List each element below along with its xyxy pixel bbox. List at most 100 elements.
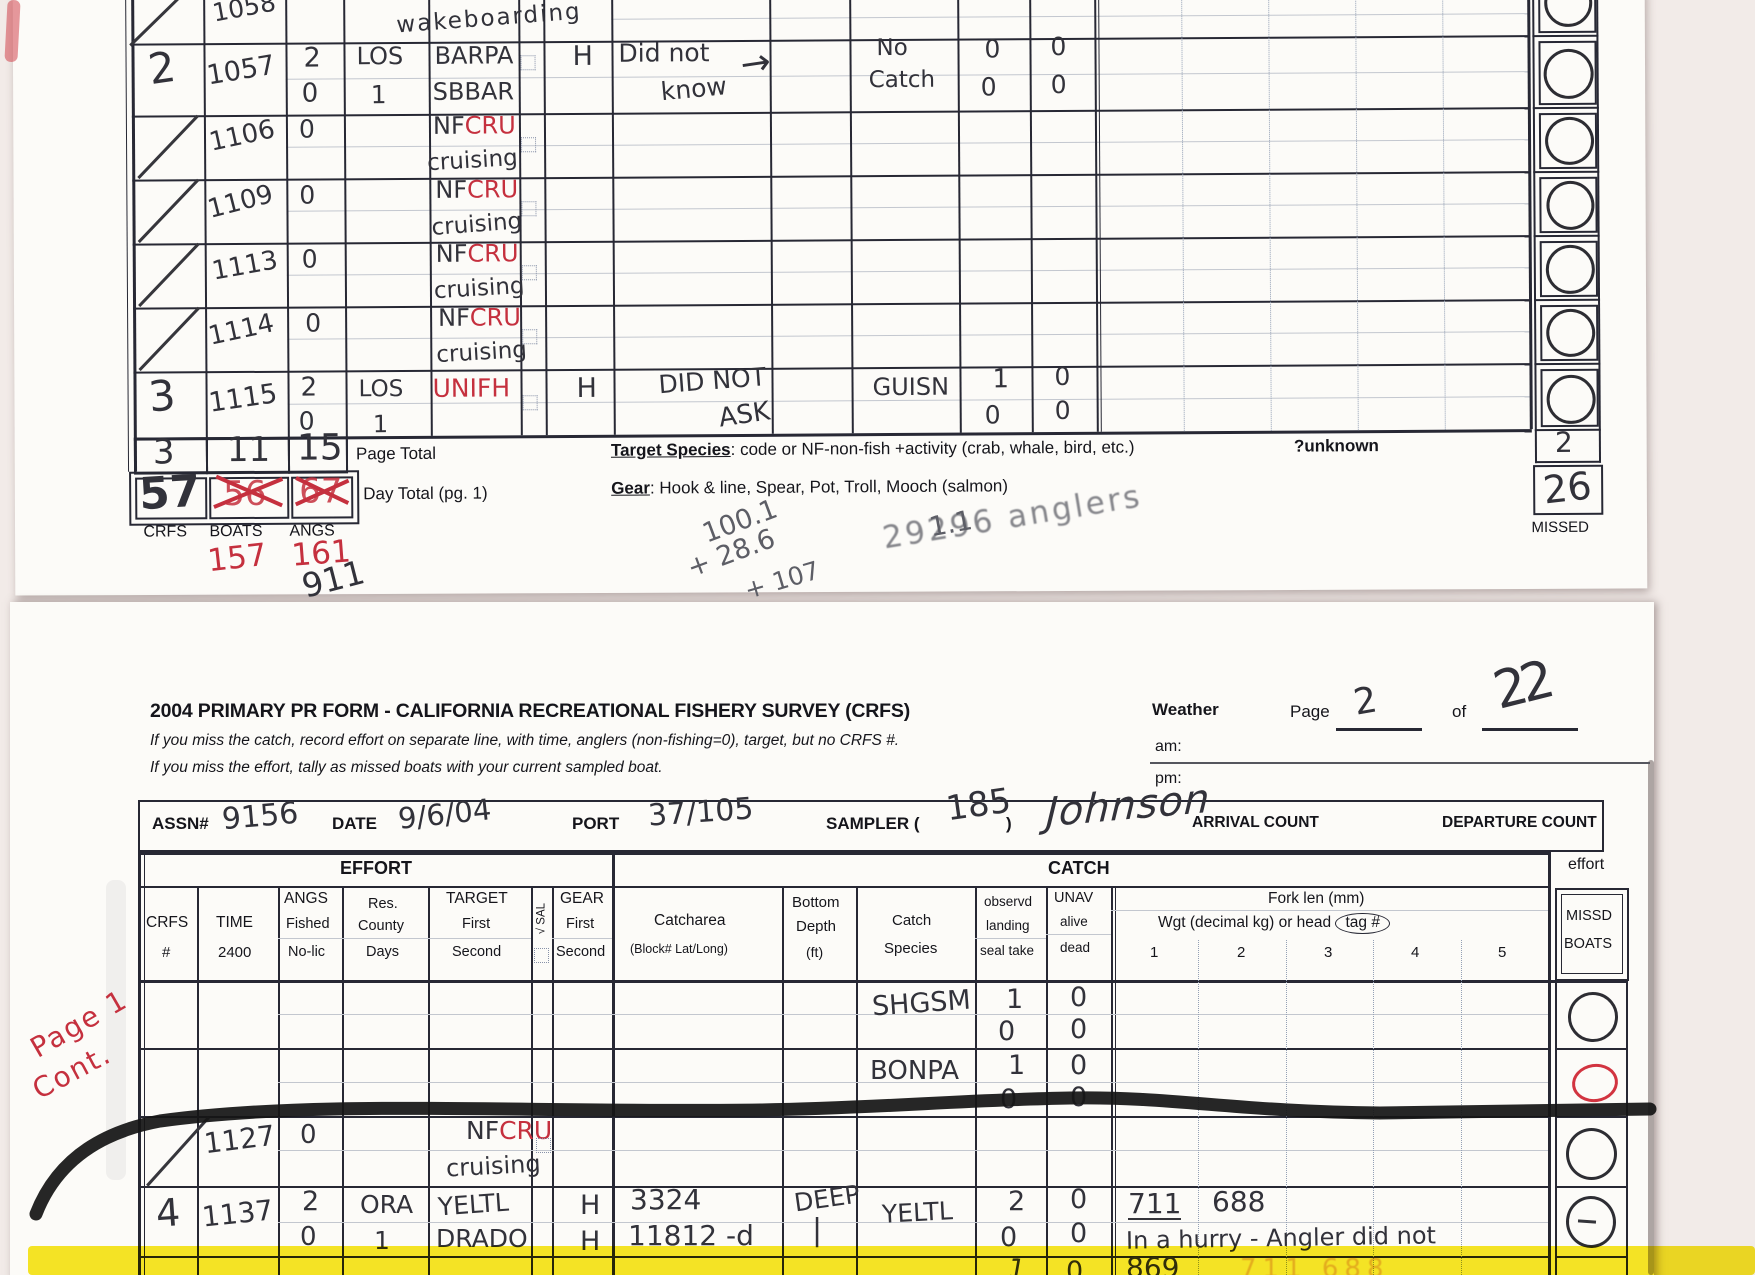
missed-boat-circle — [1545, 244, 1595, 295]
cell-activity: cruising — [445, 1149, 542, 1183]
grid-line — [1046, 886, 1048, 1275]
cell-target-top: YELTL — [437, 1187, 510, 1222]
cell-target: NFCRU — [435, 175, 519, 204]
cell-target-bot: SBBAR — [432, 77, 515, 106]
missed-boat-circle — [1544, 116, 1595, 166]
cell-species: BONPA — [870, 1056, 960, 1086]
fork-dotted-line — [1461, 940, 1462, 1275]
instruction-line-1: If you miss the catch, record effort on … — [150, 732, 900, 749]
target-cru: CRU — [467, 175, 519, 204]
page-total-boats: 11 — [226, 429, 271, 471]
cell-angs-top: 0 — [298, 114, 315, 144]
cell-unav-top: 0 — [1070, 1050, 1088, 1081]
yellow-highlight-strip — [28, 1246, 1755, 1275]
sub-line — [278, 1014, 1548, 1015]
cell-activity: cruising — [435, 336, 528, 369]
page-total-angs: 15 — [296, 427, 343, 469]
cell-area-top: 3324 — [630, 1183, 702, 1216]
grid-line — [782, 886, 784, 1275]
no-sample-slash — [137, 114, 199, 180]
missd-strip-line — [1555, 1186, 1628, 1188]
cell-area-bot: 11812 -d — [628, 1219, 754, 1252]
hdr-observd: observd — [984, 894, 1033, 909]
missd-strip-line — [1532, 106, 1599, 110]
hdr-angs-fished: Fished — [286, 916, 330, 932]
cell-unav-top: 0 — [1050, 31, 1067, 62]
target-nf: NF — [435, 239, 468, 268]
page1-table: 1058 wakeboarding 2 1057 2 0 LOS 1 BARPA… — [0, 0, 1755, 606]
hdr-unav: UNAV — [1054, 890, 1094, 906]
sal-checkbox — [536, 1138, 551, 1153]
corrected-boats: 157 — [205, 536, 269, 580]
day-total-label: Day Total (pg. 1) — [363, 483, 488, 504]
day-total-crfs: 57 — [137, 465, 202, 521]
form-title: 2004 PRIMARY PR FORM - CALIFORNIA RECREA… — [150, 700, 910, 722]
grid-line — [197, 886, 199, 1275]
hdr-days: Days — [366, 944, 400, 960]
hdr-ft: (ft) — [806, 944, 824, 960]
hdr-catch: Catch — [892, 912, 932, 929]
hdr-gear-first: First — [566, 916, 595, 932]
cell-obs-top: 0 — [984, 34, 1001, 64]
cell-obs-bot: 0 — [998, 1016, 1016, 1047]
hdr-sub-line — [278, 938, 342, 939]
sampler-label: SAMPLER ( — [826, 814, 920, 833]
gear-label: Gear — [611, 478, 650, 498]
port-label: PORT — [572, 814, 620, 833]
page-label: Page — [1290, 702, 1330, 721]
missd-strip-line — [1555, 1048, 1628, 1050]
grid-line — [133, 299, 1532, 310]
cell-obs-bot: 0 — [1000, 1084, 1018, 1115]
hdr-depth: Depth — [796, 918, 837, 935]
assn-label: ASSN# — [152, 814, 209, 833]
missd-strip-line — [1534, 362, 1601, 366]
cell-target: NFCRU — [433, 111, 516, 140]
missed-boat-circle — [1546, 374, 1596, 425]
weather-am-line — [1150, 762, 1650, 764]
grid-line — [133, 363, 1532, 374]
grid-line — [1115, 886, 1116, 1275]
cell-target: NFCRU — [438, 303, 521, 332]
cell-area-top: Did not — [618, 38, 710, 68]
sub-line — [278, 1150, 1548, 1151]
cell-activity: wakeboarding — [395, 0, 583, 39]
cell-time: 1137 — [200, 1193, 275, 1234]
cell-angs-top: 0 — [299, 180, 316, 210]
no-sample-slash — [137, 178, 200, 244]
cell-angs-top: 0 — [305, 308, 322, 338]
grid-line — [144, 852, 145, 1275]
page-total-crfs: 3 — [152, 432, 175, 473]
hdr-wgt-text: Wgt (decimal kg) or head — [1158, 914, 1332, 931]
missd-strip-line — [1555, 980, 1557, 1275]
grid-line — [343, 0, 349, 471]
gear-note: Gear: Hook & line, Spear, Pot, Troll, Mo… — [611, 476, 1008, 498]
grid-line — [138, 1116, 1548, 1118]
cell-target-red: UNIFH — [432, 373, 511, 403]
gear-text: : Hook & line, Spear, Pot, Troll, Mooch … — [649, 476, 1009, 498]
cell-time: 1058 — [210, 0, 278, 28]
page-total-line — [1482, 728, 1578, 731]
cell-gear: H — [572, 40, 593, 72]
cell-time: 1115 — [206, 378, 280, 419]
sub-line — [278, 1082, 1548, 1083]
sub-line — [286, 267, 1531, 276]
cell-target: NFCRU — [435, 239, 519, 268]
grid-line — [856, 886, 858, 1275]
cell-activity: cruising — [426, 144, 519, 177]
hdr-sub-line — [552, 938, 612, 939]
grid-line — [131, 35, 1530, 46]
hdr-sub-line — [1111, 910, 1548, 911]
math-line3: + 107 — [741, 555, 823, 605]
grid-line — [138, 886, 1548, 888]
cell-unav-bot: 0 — [1054, 395, 1071, 426]
cell-species-top: No — [876, 34, 908, 62]
cell-obs-top: 1 — [1006, 984, 1024, 1015]
weather-am-label: am: — [1155, 738, 1182, 755]
depth-ditto-mark: | — [812, 1213, 823, 1248]
cell-unav-bot: 0 — [1070, 1082, 1088, 1113]
grid-line — [428, 886, 430, 1275]
grid-line — [612, 852, 615, 1275]
target-species-text: : code or NF-non-fish +activity (crab, w… — [730, 437, 1135, 460]
target-species-note: Target Species: code or NF-non-fish +act… — [611, 438, 1135, 461]
cell-activity: cruising — [433, 272, 526, 305]
